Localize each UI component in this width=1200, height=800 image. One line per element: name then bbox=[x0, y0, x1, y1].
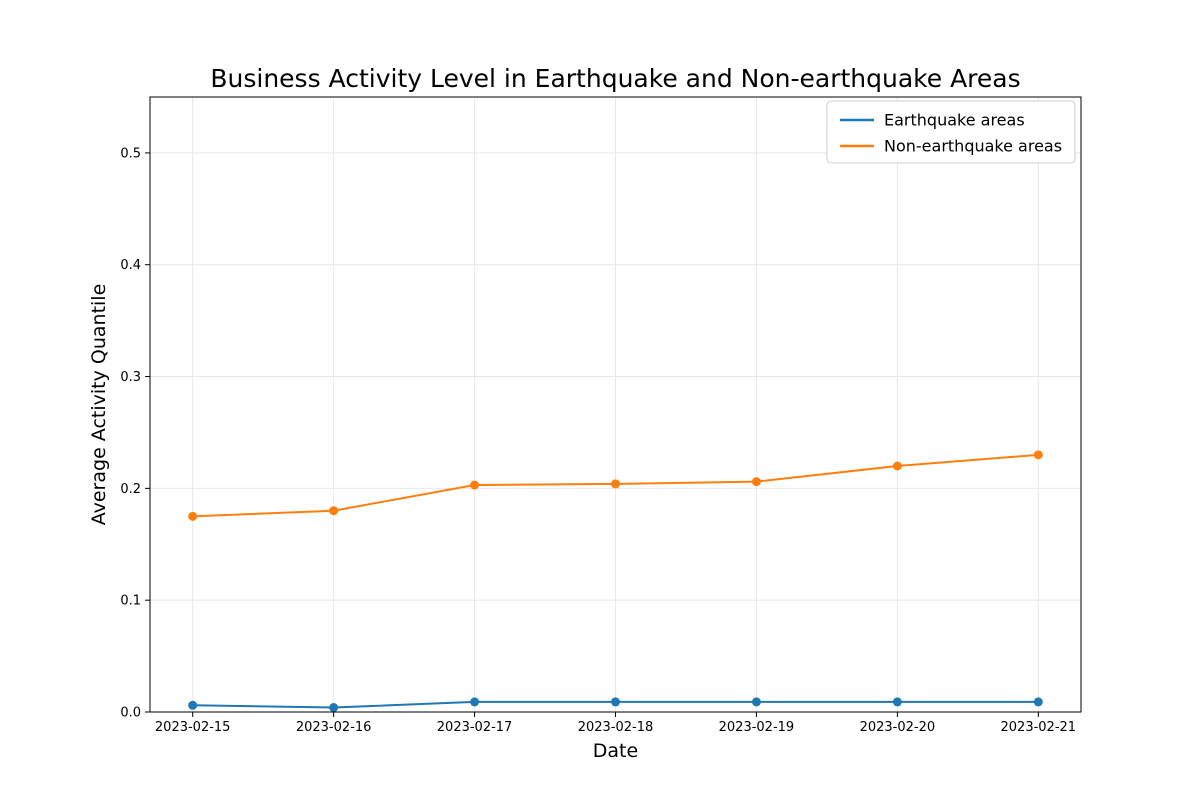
x-tick-label: 2023-02-15 bbox=[155, 720, 231, 735]
grid-layer bbox=[150, 97, 1081, 713]
data-point-marker bbox=[892, 697, 902, 707]
data-point-marker bbox=[751, 477, 761, 487]
chart-title: Business Activity Level in Earthquake an… bbox=[210, 64, 1020, 93]
data-point-marker bbox=[329, 506, 339, 516]
x-axis-label: Date bbox=[593, 740, 638, 762]
x-tick-label: 2023-02-21 bbox=[1001, 720, 1077, 735]
series-layer bbox=[188, 450, 1043, 713]
y-tick-label: 0.5 bbox=[120, 146, 141, 161]
data-point-marker bbox=[751, 697, 761, 707]
data-point-marker bbox=[329, 703, 339, 713]
data-point-marker bbox=[188, 511, 198, 521]
legend-layer: Earthquake areas Non-earthquake areas bbox=[826, 100, 1076, 164]
x-tick-label: 2023-02-19 bbox=[719, 720, 795, 735]
y-axis-label: Average Activity Quantile bbox=[88, 284, 110, 526]
x-tick-label: 2023-02-17 bbox=[437, 720, 513, 735]
data-point-marker bbox=[1033, 450, 1043, 460]
data-point-marker bbox=[611, 697, 620, 707]
y-tick-label: 0.4 bbox=[120, 258, 141, 273]
axes-layer: 2023-02-15 2023-02-16 2023-02-17 2023-02-18… bbox=[120, 96, 1082, 735]
y-tick-label: 0.3 bbox=[120, 370, 141, 385]
data-point-marker bbox=[470, 480, 480, 490]
data-point-marker bbox=[611, 479, 620, 489]
legend-label: Non-earthquake areas bbox=[884, 137, 1062, 156]
data-point-marker bbox=[892, 461, 902, 471]
y-tick-label: 0.2 bbox=[120, 482, 141, 497]
data-point-marker bbox=[1033, 697, 1043, 707]
y-tick-label: 0.0 bbox=[120, 706, 141, 721]
x-tick-label: 2023-02-16 bbox=[296, 720, 372, 735]
x-tick-label: 2023-02-20 bbox=[860, 720, 936, 735]
legend-label: Earthquake areas bbox=[884, 111, 1025, 130]
legend-box bbox=[826, 100, 1076, 164]
data-point-marker bbox=[188, 700, 198, 710]
x-tick-label: 2023-02-18 bbox=[578, 720, 654, 735]
data-point-marker bbox=[470, 697, 480, 707]
y-tick-label: 0.1 bbox=[120, 594, 141, 609]
